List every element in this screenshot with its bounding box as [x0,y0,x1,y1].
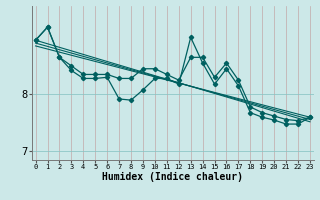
X-axis label: Humidex (Indice chaleur): Humidex (Indice chaleur) [102,172,243,182]
